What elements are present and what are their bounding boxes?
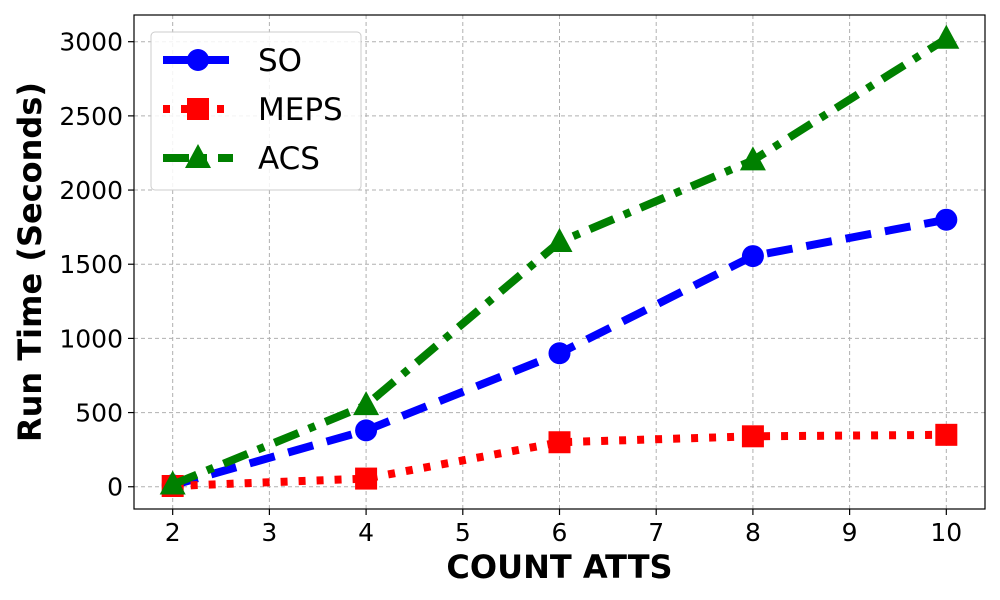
data-point-meps	[355, 467, 378, 490]
data-point-acs	[353, 391, 380, 416]
data-point-so	[935, 208, 958, 231]
y-tick-label: 1500	[59, 250, 123, 279]
legend-marker-so	[187, 49, 209, 71]
data-point-meps	[935, 423, 958, 446]
legend-label-acs: ACS	[258, 141, 320, 177]
data-point-acs	[933, 24, 960, 49]
y-tick-label: 2500	[59, 102, 123, 131]
x-tick-label: 10	[930, 518, 962, 547]
legend-marker-acs	[185, 144, 211, 168]
series-line-meps	[172, 430, 947, 491]
x-tick-label: 4	[358, 518, 374, 547]
data-point-so	[355, 419, 378, 442]
y-tick-label: 1000	[59, 324, 123, 353]
legend: SO MEPS ACS	[150, 31, 362, 191]
data-point-acs	[546, 227, 573, 252]
legend-label-so: SO	[258, 43, 302, 79]
data-point-so	[741, 245, 764, 268]
y-axis-title: Run Time (Seconds)	[11, 82, 49, 442]
y-tick-label: 500	[75, 399, 123, 428]
y-tick-label: 0	[107, 473, 123, 502]
x-tick-label: 8	[745, 518, 761, 547]
x-axis: 2 3 4 5 6 7 8 9 10	[165, 509, 962, 547]
y-tick-label: 3000	[59, 28, 123, 57]
data-point-meps	[741, 425, 764, 448]
legend-frame	[150, 31, 362, 191]
y-tick-label: 2000	[59, 176, 123, 205]
data-point-acs	[739, 146, 766, 171]
data-point-acs	[159, 470, 186, 495]
x-tick-label: 7	[648, 518, 664, 547]
x-axis-title: COUNT ATTS	[446, 548, 672, 586]
series-acs	[159, 24, 960, 495]
y-axis: 0 500 1000 1500 2000 2500 3000	[59, 28, 134, 502]
x-tick-label: 9	[842, 518, 858, 547]
legend-item-meps: MEPS	[163, 92, 343, 128]
x-tick-label: 5	[455, 518, 471, 547]
data-point-so	[548, 342, 571, 365]
series-meps	[161, 423, 958, 498]
legend-marker-meps	[187, 98, 209, 120]
x-tick-label: 2	[165, 518, 181, 547]
x-tick-label: 6	[552, 518, 568, 547]
series-layer	[159, 24, 960, 498]
legend-item-acs: ACS	[163, 141, 320, 177]
x-tick-label: 3	[261, 518, 277, 547]
legend-item-so: SO	[163, 43, 302, 79]
legend-label-meps: MEPS	[258, 92, 343, 128]
data-point-meps	[548, 431, 571, 454]
